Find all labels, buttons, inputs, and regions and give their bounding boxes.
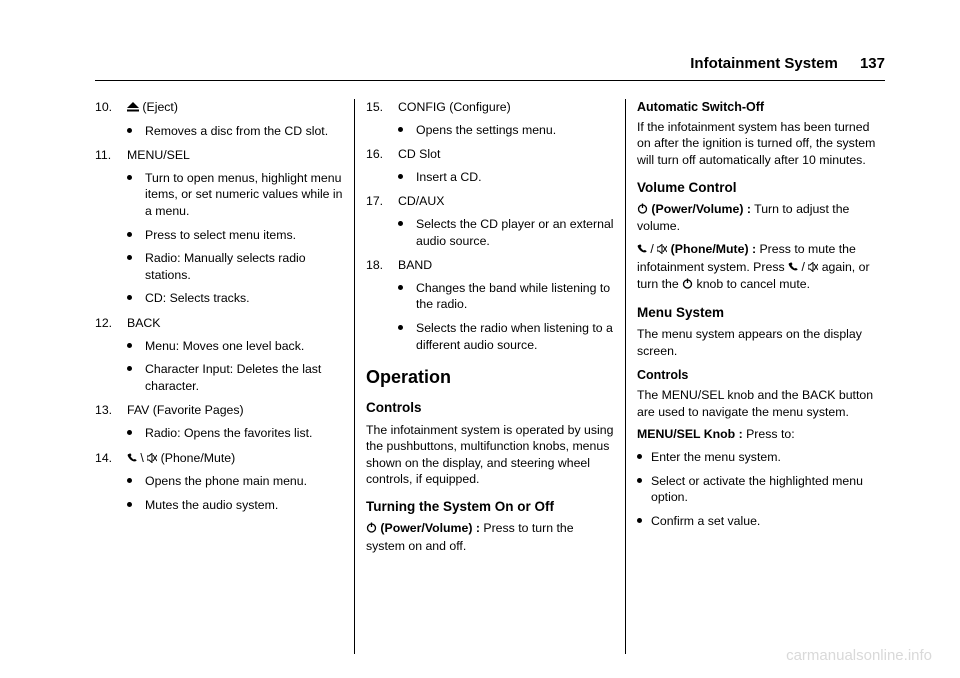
mute-icon	[808, 260, 818, 277]
controls-heading: Controls	[366, 399, 614, 417]
controls-text: The MENU/SEL knob and the BACK button ar…	[637, 387, 885, 420]
bullet: Insert a CD.	[398, 169, 614, 186]
item-15: 15. CONFIG (Configure) Opens the setting…	[366, 99, 614, 138]
volume-power-label: (Power/Volume) :	[648, 202, 751, 216]
item-label: (Eject)	[139, 100, 178, 114]
bullet: Confirm a set value.	[637, 513, 885, 530]
mute-icon	[147, 451, 157, 468]
item-number: 16.	[366, 146, 383, 163]
bullet: Mutes the audio system.	[127, 497, 343, 514]
separator: \	[137, 451, 147, 465]
chapter-title: Infotainment System	[690, 55, 838, 72]
bullet: Menu: Moves one level back.	[127, 338, 343, 355]
bullet: Selects the CD player or an external aud…	[398, 216, 614, 249]
power-icon	[366, 521, 377, 538]
item-number: 18.	[366, 257, 383, 274]
numbered-list-col2: 15. CONFIG (Configure) Opens the setting…	[366, 99, 614, 353]
column-1: 10. (Eject) Removes a disc from the CD s…	[95, 99, 354, 654]
phone-icon	[127, 451, 137, 468]
volume-power-line: (Power/Volume) : Turn to adjust the volu…	[637, 201, 885, 235]
power-label: (Power/Volume) :	[377, 521, 480, 535]
phone-mute-line: / (Phone/Mute) : Press to mute the infot…	[637, 241, 885, 294]
bullet: Character Input: Deletes the last charac…	[127, 361, 343, 394]
item-number: 11.	[95, 147, 111, 164]
bullet: CD: Selects tracks.	[127, 290, 343, 307]
bullet-list: Removes a disc from the CD slot.	[127, 123, 343, 140]
item-17: 17. CD/AUX Selects the CD player or an e…	[366, 193, 614, 249]
item-number: 14.	[95, 450, 112, 467]
item-label: CD/AUX	[398, 194, 444, 208]
watermark: carmanualsonline.info	[786, 647, 932, 664]
menu-system-text: The menu system appears on the display s…	[637, 326, 885, 359]
auto-off-heading: Automatic Switch-Off	[637, 99, 885, 116]
bullet: Changes the band while listening to the …	[398, 280, 614, 313]
item-number: 12.	[95, 315, 112, 332]
operation-heading: Operation	[366, 365, 614, 389]
phone-mute-text-3: knob to cancel mute.	[693, 277, 810, 291]
power-volume-text: (Power/Volume) : Press to turn the syste…	[366, 520, 614, 554]
item-label: CD Slot	[398, 147, 440, 161]
controls-heading: Controls	[637, 367, 885, 384]
volume-heading: Volume Control	[637, 179, 885, 197]
item-13: 13. FAV (Favorite Pages) Radio: Opens th…	[95, 402, 343, 441]
bullet: Radio: Manually selects radio stations.	[127, 250, 343, 283]
item-label: CONFIG (Configure)	[398, 100, 511, 114]
phone-mute-label: (Phone/Mute) :	[667, 242, 756, 256]
menu-system-heading: Menu System	[637, 304, 885, 322]
item-number: 10.	[95, 99, 112, 116]
manual-page: Infotainment System 137 10. (Eject) Remo…	[0, 0, 960, 678]
item-label: BAND	[398, 258, 432, 272]
bullet: Enter the menu system.	[637, 449, 885, 466]
bullet-list: Selects the CD player or an external aud…	[398, 216, 614, 249]
item-18: 18. BAND Changes the band while listenin…	[366, 257, 614, 353]
item-16: 16. CD Slot Insert a CD.	[366, 146, 614, 185]
phone-icon	[788, 260, 798, 277]
content-columns: 10. (Eject) Removes a disc from the CD s…	[95, 99, 885, 654]
mute-icon	[657, 242, 667, 259]
power-icon	[682, 277, 693, 294]
bullet-list: Changes the band while listening to the …	[398, 280, 614, 353]
column-2: 15. CONFIG (Configure) Opens the setting…	[354, 99, 626, 654]
eject-icon	[127, 100, 139, 117]
bullet: Turn to open menus, highlight menu items…	[127, 170, 343, 220]
numbered-list-col1: 10. (Eject) Removes a disc from the CD s…	[95, 99, 343, 513]
page-header: Infotainment System 137	[95, 55, 885, 81]
item-label: MENU/SEL	[127, 148, 190, 162]
bullet: Opens the settings menu.	[398, 122, 614, 139]
item-label: (Phone/Mute)	[157, 451, 235, 465]
item-14: 14. \ (Phone/Mute) Opens the phone main …	[95, 450, 343, 514]
bullet-list: Insert a CD.	[398, 169, 614, 186]
item-number: 13.	[95, 402, 112, 419]
item-number: 15.	[366, 99, 383, 116]
bullet-list: Menu: Moves one level back. Character In…	[127, 338, 343, 395]
power-icon	[637, 202, 648, 219]
bullet-list: Radio: Opens the favorites list.	[127, 425, 343, 442]
item-12: 12. BACK Menu: Moves one level back. Cha…	[95, 315, 343, 394]
knob-line: MENU/SEL Knob : Press to:	[637, 426, 885, 443]
bullet: Radio: Opens the favorites list.	[127, 425, 343, 442]
item-label: FAV (Favorite Pages)	[127, 403, 244, 417]
item-number: 17.	[366, 193, 383, 210]
knob-bullets: Enter the menu system. Select or activat…	[637, 449, 885, 529]
knob-label: MENU/SEL Knob :	[637, 427, 743, 441]
auto-off-text: If the infotainment system has been turn…	[637, 119, 885, 169]
knob-lead: Press to:	[743, 427, 795, 441]
bullet-list: Opens the phone main menu. Mutes the aud…	[127, 473, 343, 513]
bullet: Removes a disc from the CD slot.	[127, 123, 343, 140]
bullet: Press to select menu items.	[127, 227, 343, 244]
turning-heading: Turning the System On or Off	[366, 498, 614, 516]
controls-text: The infotainment system is operated by u…	[366, 422, 614, 488]
bullet-list: Opens the settings menu.	[398, 122, 614, 139]
item-11: 11. MENU/SEL Turn to open menus, highlig…	[95, 147, 343, 307]
bullet: Select or activate the highlighted menu …	[637, 473, 885, 506]
phone-icon	[637, 242, 647, 259]
bullet-list: Turn to open menus, highlight menu items…	[127, 170, 343, 307]
bullet: Opens the phone main menu.	[127, 473, 343, 490]
item-label: BACK	[127, 316, 161, 330]
page-number: 137	[860, 55, 885, 72]
column-3: Automatic Switch-Off If the infotainment…	[626, 99, 885, 654]
bullet: Selects the radio when listening to a di…	[398, 320, 614, 353]
item-10: 10. (Eject) Removes a disc from the CD s…	[95, 99, 343, 139]
